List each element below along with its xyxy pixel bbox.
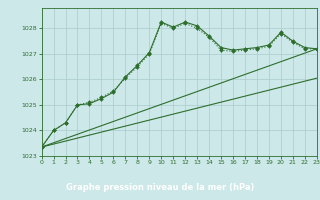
Text: Graphe pression niveau de la mer (hPa): Graphe pression niveau de la mer (hPa) xyxy=(66,183,254,192)
